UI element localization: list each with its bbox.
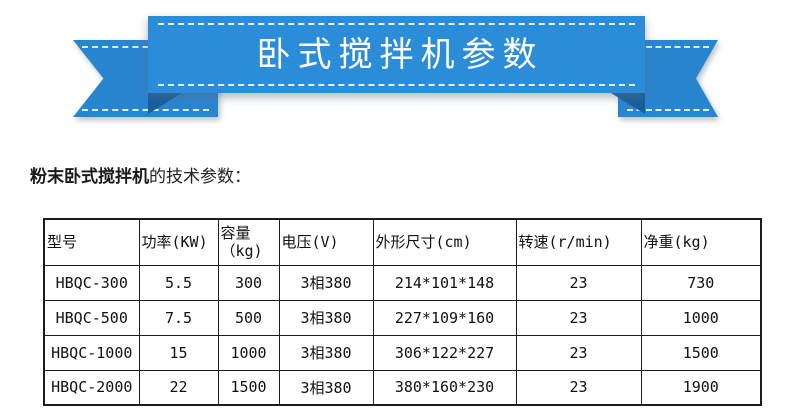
spec-table: 型号 功率(KW) 容量 （kg) 电压(V) 外形尺寸(cm) 转速(r/mi… — [43, 218, 762, 406]
cell-speed: 23 — [515, 369, 642, 406]
cell-power: 5.5 — [138, 264, 219, 301]
cell-dimensions: 227*109*160 — [372, 299, 517, 336]
column-header-voltage: 电压(V) — [278, 218, 374, 266]
cell-capacity: 500 — [217, 299, 280, 336]
ribbon-banner: 卧式搅拌机参数 — [0, 0, 800, 140]
section-heading-bold: 粉末卧式搅拌机 — [30, 167, 149, 186]
cell-capacity: 1000 — [217, 334, 280, 371]
cell-dimensions: 306*122*227 — [372, 334, 517, 371]
cell-power: 15 — [138, 334, 219, 371]
section-heading: 粉末卧式搅拌机的技术参数： — [30, 162, 251, 187]
cell-model: HBQC-300 — [43, 264, 140, 301]
cell-voltage: 3相380 — [278, 334, 374, 371]
column-header-power: 功率(KW) — [138, 218, 219, 266]
column-header-capacity: 容量 （kg) — [217, 218, 280, 266]
cell-dimensions: 380*160*230 — [372, 369, 517, 406]
cell-speed: 23 — [515, 299, 642, 336]
cell-speed: 23 — [515, 334, 642, 371]
column-header-model: 型号 — [43, 218, 140, 266]
header-row: 型号 功率(KW) 容量 （kg) 电压(V) 外形尺寸(cm) 转速(r/mi… — [43, 218, 762, 266]
cell-speed: 23 — [515, 264, 642, 301]
cell-voltage: 3相380 — [278, 369, 374, 406]
column-header-dimensions: 外形尺寸(cm) — [372, 218, 517, 266]
cell-weight: 1900 — [640, 369, 762, 406]
table-row: HBQC-1000 15 1000 3相380 306*122*227 23 1… — [43, 334, 762, 371]
cell-weight: 1500 — [640, 334, 762, 371]
cell-voltage: 3相380 — [278, 264, 374, 301]
cell-model: HBQC-500 — [43, 299, 140, 336]
cell-voltage: 3相380 — [278, 299, 374, 336]
column-header-speed: 转速(r/min) — [515, 218, 642, 266]
cell-dimensions: 214*101*148 — [372, 264, 517, 301]
cell-power: 7.5 — [138, 299, 219, 336]
cell-model: HBQC-2000 — [43, 369, 140, 406]
section-heading-normal: 的技术参数： — [149, 167, 251, 186]
cell-model: HBQC-1000 — [43, 334, 140, 371]
ribbon-band: 卧式搅拌机参数 — [148, 16, 645, 93]
column-header-weight: 净重(kg) — [640, 218, 762, 266]
banner-title: 卧式搅拌机参数 — [256, 34, 544, 75]
cell-power: 22 — [138, 369, 219, 406]
cell-weight: 730 — [640, 264, 762, 301]
cell-weight: 1000 — [640, 299, 762, 336]
cell-capacity: 300 — [217, 264, 280, 301]
table-row: HBQC-300 5.5 300 3相380 214*101*148 23 73… — [43, 264, 762, 301]
table-row: HBQC-2000 22 1500 3相380 380*160*230 23 1… — [43, 369, 762, 406]
cell-capacity: 1500 — [217, 369, 280, 406]
table-row: HBQC-500 7.5 500 3相380 227*109*160 23 10… — [43, 299, 762, 336]
